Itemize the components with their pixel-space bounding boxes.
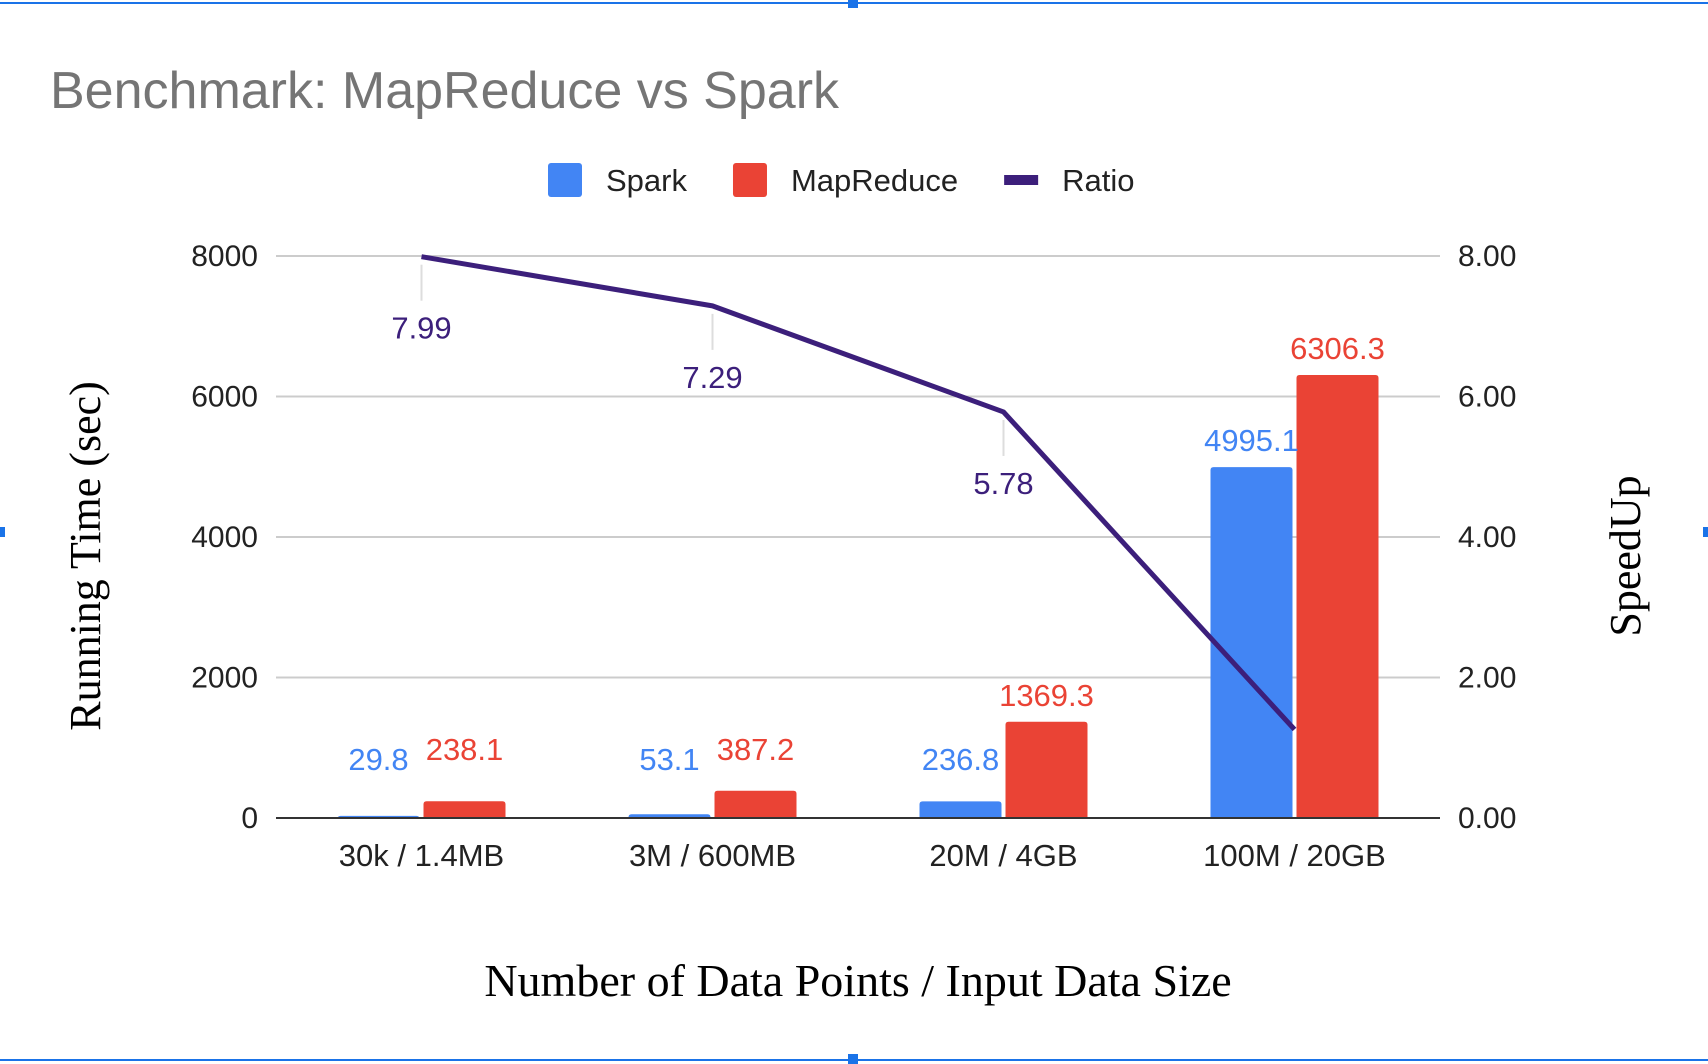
bar-mapreduce[interactable] bbox=[1005, 721, 1088, 818]
y-axis-title: Running Time (sec) bbox=[61, 381, 110, 731]
bar-mapreduce[interactable] bbox=[423, 801, 506, 818]
y-tick-label: 0 bbox=[241, 802, 258, 835]
x-tick-label: 20M / 4GB bbox=[929, 838, 1077, 873]
axes: 0 2000 4000 6000 8000 0.00 2.00 4.00 6.00 8.00 30k… bbox=[191, 240, 1516, 873]
bar-mapreduce[interactable] bbox=[714, 790, 797, 818]
ratio-line[interactable] bbox=[421, 254, 1297, 732]
legend-swatch-ratio bbox=[1004, 175, 1039, 185]
legend-label-mapreduce: MapReduce bbox=[791, 163, 958, 198]
y-tick-label: 8000 bbox=[191, 240, 258, 273]
data-label-spark: 53.1 bbox=[639, 742, 699, 777]
data-label-mapreduce: 1369.3 bbox=[999, 678, 1094, 713]
y2-tick-label: 6.00 bbox=[1458, 381, 1516, 414]
bar-spark[interactable] bbox=[1210, 467, 1293, 818]
y2-axis-title: SpeedUp bbox=[1601, 475, 1650, 636]
legend-label-spark: Spark bbox=[606, 163, 687, 198]
bar-spark[interactable] bbox=[919, 801, 1002, 818]
data-label-ratio: 7.29 bbox=[682, 360, 742, 395]
data-label-spark: 4995.1 bbox=[1204, 423, 1299, 458]
data-label-ratio: 7.99 bbox=[391, 311, 451, 346]
y-tick-label: 4000 bbox=[191, 521, 258, 554]
bars bbox=[337, 374, 1379, 819]
resize-handle-top[interactable] bbox=[848, 0, 858, 8]
legend-swatch-mapreduce bbox=[732, 163, 767, 197]
data-label-mapreduce: 6306.3 bbox=[1290, 331, 1385, 366]
y2-tick-label: 8.00 bbox=[1458, 240, 1516, 273]
y2-tick-label: 2.00 bbox=[1458, 662, 1516, 695]
data-label-mapreduce: 238.1 bbox=[426, 732, 504, 767]
resize-handle-right[interactable] bbox=[1703, 527, 1708, 537]
resize-handle-left[interactable] bbox=[0, 527, 5, 537]
data-label-mapreduce: 387.2 bbox=[717, 732, 795, 767]
legend-label-ratio: Ratio bbox=[1062, 163, 1134, 198]
data-labels: 29.8 53.1 236.8 4995.1 238.1 387.2 1369.3 6306.… bbox=[348, 311, 1385, 777]
bar-mapreduce[interactable] bbox=[1296, 374, 1379, 818]
x-tick-label: 30k / 1.4MB bbox=[339, 838, 504, 873]
ratio-line-group bbox=[420, 254, 1297, 732]
y2-tick-label: 0.00 bbox=[1458, 802, 1516, 835]
data-label-spark: 29.8 bbox=[348, 742, 408, 777]
chart-title: Benchmark: MapReduce vs Spark bbox=[50, 62, 840, 120]
y-tick-label: 2000 bbox=[191, 662, 258, 695]
y2-tick-label: 4.00 bbox=[1458, 521, 1516, 554]
legend: Spark MapReduce Ratio bbox=[548, 163, 1135, 198]
resize-handle-bottom[interactable] bbox=[848, 1054, 858, 1064]
y-tick-label: 6000 bbox=[191, 381, 258, 414]
x-tick-label: 100M / 20GB bbox=[1203, 838, 1386, 873]
legend-swatch-spark bbox=[548, 163, 582, 197]
x-axis-title: Number of Data Points / Input Data Size bbox=[484, 955, 1231, 1006]
data-label-ratio: 5.78 bbox=[973, 466, 1033, 501]
x-tick-label: 3M / 600MB bbox=[629, 838, 796, 873]
data-label-spark: 236.8 bbox=[922, 742, 1000, 777]
